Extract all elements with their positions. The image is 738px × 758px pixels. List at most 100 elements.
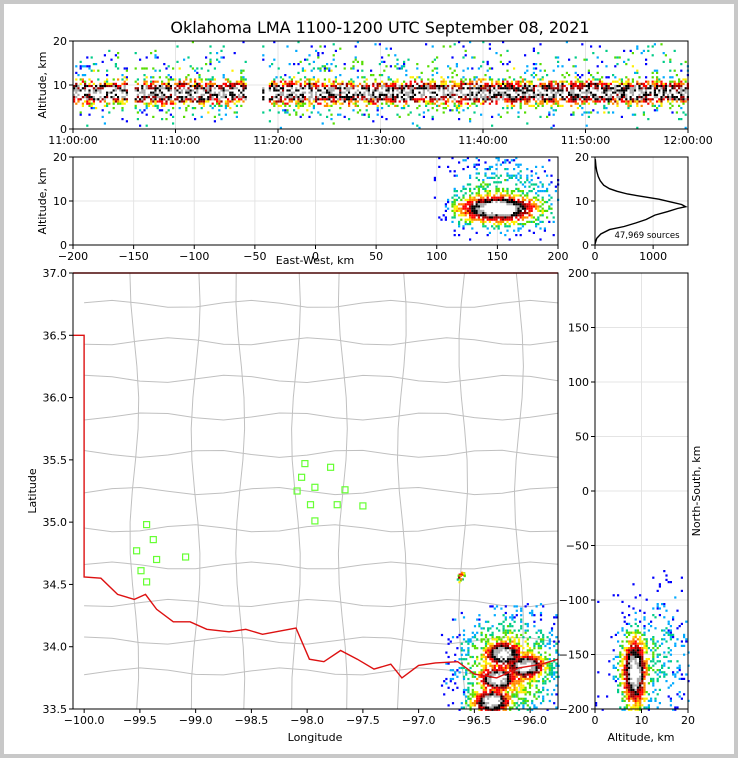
density-cell bbox=[526, 653, 529, 656]
density-cell bbox=[476, 697, 479, 700]
density-cell bbox=[491, 669, 494, 672]
density-cell bbox=[273, 102, 276, 105]
density-cell bbox=[513, 658, 516, 661]
density-cell bbox=[590, 85, 593, 88]
density-cell bbox=[537, 89, 540, 92]
density-cell bbox=[495, 190, 498, 193]
density-cell bbox=[517, 212, 520, 215]
density-cell bbox=[488, 47, 491, 50]
density-cell bbox=[238, 93, 241, 96]
density-cell bbox=[528, 212, 531, 215]
density-cell bbox=[498, 695, 501, 698]
density-cell bbox=[480, 640, 483, 643]
density-cell bbox=[519, 212, 522, 215]
density-cell bbox=[453, 207, 456, 210]
density-cell bbox=[519, 190, 522, 193]
density-cell bbox=[517, 91, 520, 94]
density-cell bbox=[497, 212, 500, 215]
density-cell bbox=[449, 87, 452, 90]
density-cell bbox=[662, 98, 665, 101]
density-cell bbox=[587, 102, 590, 105]
density-cell bbox=[123, 67, 126, 70]
density-cell bbox=[493, 682, 496, 685]
density-cell bbox=[631, 93, 634, 96]
density-cell bbox=[574, 98, 577, 101]
density-cell bbox=[315, 96, 318, 99]
density-cell bbox=[491, 658, 494, 661]
density-cell bbox=[544, 669, 547, 672]
density-cell bbox=[484, 194, 487, 197]
density-cell bbox=[477, 93, 480, 96]
density-cell bbox=[469, 190, 472, 193]
density-cell bbox=[572, 82, 575, 85]
density-cell bbox=[524, 669, 527, 672]
density-cell bbox=[614, 85, 617, 88]
density-cell bbox=[520, 625, 523, 628]
density-cell bbox=[242, 91, 245, 94]
density-cell bbox=[504, 91, 507, 94]
density-cell bbox=[106, 104, 109, 107]
density-cell bbox=[480, 201, 483, 204]
density-cell bbox=[136, 82, 139, 85]
density-cell bbox=[634, 98, 637, 101]
density-cell bbox=[290, 91, 293, 94]
density-cell bbox=[561, 93, 564, 96]
density-cell bbox=[235, 93, 238, 96]
density-cell bbox=[531, 651, 534, 654]
density-cell bbox=[161, 80, 164, 83]
density-cell bbox=[539, 631, 543, 634]
density-cell bbox=[576, 74, 579, 77]
density-cell bbox=[224, 82, 227, 85]
density-cell bbox=[542, 699, 545, 703]
density-cell bbox=[640, 98, 643, 101]
density-cell bbox=[511, 631, 514, 634]
density-cell bbox=[334, 89, 337, 92]
density-cell bbox=[403, 63, 406, 66]
density-cell bbox=[489, 680, 492, 683]
density-cell bbox=[460, 207, 463, 210]
density-cell bbox=[154, 49, 157, 52]
density-cell bbox=[462, 82, 465, 85]
density-cell bbox=[572, 89, 575, 92]
density-cell bbox=[216, 91, 219, 94]
density-cell bbox=[546, 673, 549, 676]
density-cell bbox=[508, 212, 511, 215]
density-cell bbox=[498, 664, 501, 667]
density-cell bbox=[290, 78, 293, 81]
density-cell bbox=[532, 76, 535, 79]
density-cell bbox=[502, 627, 505, 630]
density-cell bbox=[517, 704, 521, 707]
density-cell bbox=[502, 647, 505, 650]
density-cell bbox=[519, 194, 522, 197]
density-cell bbox=[680, 107, 683, 110]
density-cell bbox=[609, 96, 612, 99]
density-cell bbox=[77, 85, 80, 88]
time-altitude-xtick-label: 11:50:00 bbox=[561, 134, 610, 147]
density-cell bbox=[539, 629, 543, 632]
density-cell bbox=[552, 234, 555, 237]
density-cell bbox=[467, 682, 470, 685]
density-cell bbox=[495, 181, 498, 184]
density-cell bbox=[561, 80, 564, 83]
density-cell bbox=[455, 190, 458, 193]
density-cell bbox=[515, 636, 518, 639]
density-cell bbox=[378, 98, 381, 101]
station-marker bbox=[143, 520, 151, 529]
density-cell bbox=[522, 706, 525, 709]
density-cell bbox=[288, 82, 291, 85]
density-cell bbox=[594, 87, 597, 90]
density-cell bbox=[271, 85, 274, 88]
density-cell bbox=[480, 78, 483, 81]
density-cell bbox=[352, 85, 355, 88]
density-cell bbox=[389, 102, 392, 105]
density-cell bbox=[154, 69, 157, 72]
density-cell bbox=[506, 194, 509, 197]
plan-view-density bbox=[440, 571, 560, 711]
density-cell bbox=[277, 96, 280, 99]
density-cell bbox=[680, 69, 683, 72]
density-cell bbox=[528, 91, 531, 94]
density-cell bbox=[526, 179, 529, 182]
density-cell bbox=[469, 238, 472, 241]
density-cell bbox=[675, 82, 678, 85]
density-cell bbox=[548, 647, 551, 650]
